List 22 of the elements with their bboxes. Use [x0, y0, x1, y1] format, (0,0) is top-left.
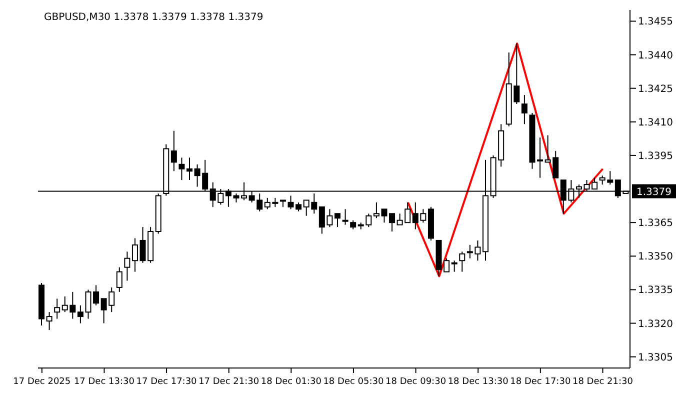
x-tick-label: 18 Dec 09:30: [386, 377, 446, 387]
y-tick-label: 1.3335: [638, 285, 673, 296]
y-tick-label: 1.3410: [638, 117, 673, 128]
y-tick-label: 1.3365: [638, 218, 673, 230]
y-tick-label: 1.3455: [638, 16, 673, 28]
y-tick-label: 1.3320: [638, 318, 673, 330]
ref-line-label: 1.3379: [636, 187, 672, 198]
y-tick-label: 1.3395: [638, 150, 673, 162]
x-tick-label: 17 Dec 21:30: [198, 377, 260, 387]
y-tick-label: 1.3305: [638, 352, 673, 364]
y-tick-label: 1.3425: [638, 84, 673, 95]
x-tick-label: 17 Dec 17:30: [136, 377, 198, 387]
y-tick-label: 1.3440: [638, 50, 673, 62]
x-tick-label: 18 Dec 13:30: [448, 377, 509, 387]
x-tick-label: 18 Dec 05:30: [323, 377, 384, 387]
x-tick-label: 18 Dec 21:30: [572, 377, 634, 387]
x-tick-label: 17 Dec 2025: [13, 377, 71, 387]
y-tick-label: 1.3350: [638, 252, 673, 263]
chart-title: GBPUSD,M30 1.3378 1.3379 1.3378 1.3379: [44, 12, 264, 23]
x-tick-label: 17 Dec 13:30: [74, 377, 135, 387]
x-tick-label: 18 Dec 01:30: [260, 377, 322, 387]
x-tick-label: 18 Dec 17:30: [510, 377, 571, 387]
